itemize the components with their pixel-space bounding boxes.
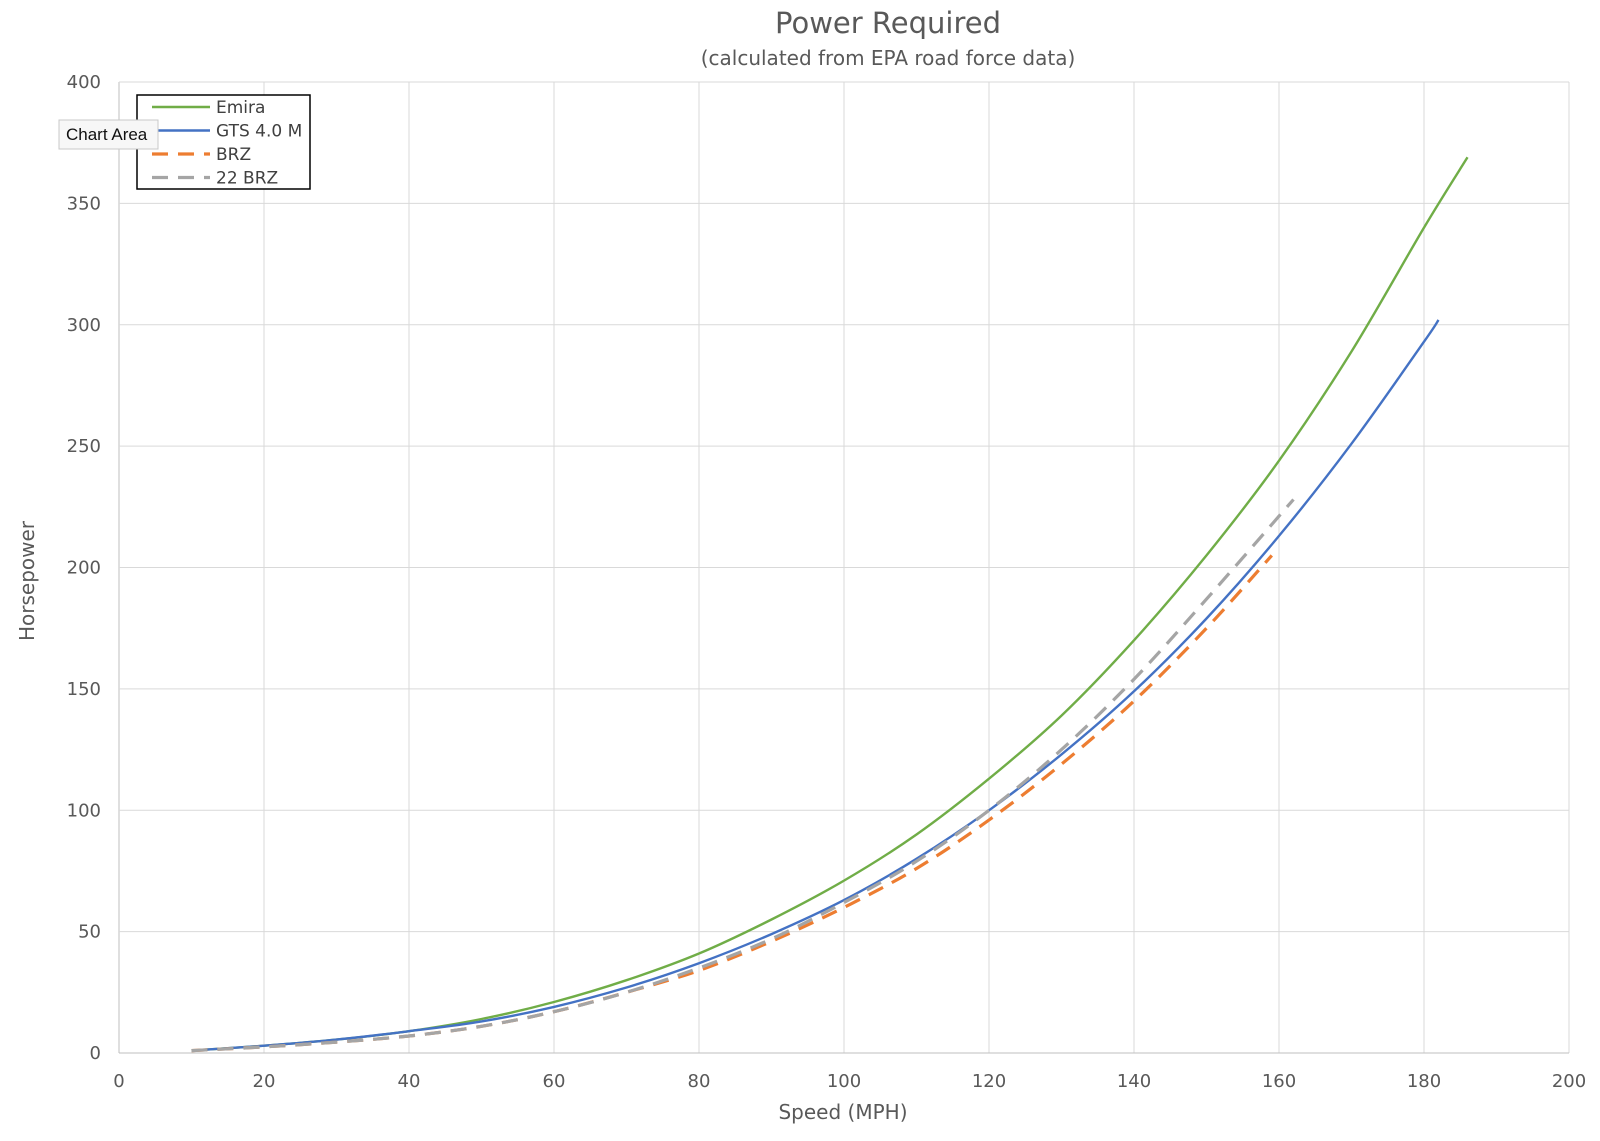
tooltip-label: Chart Area [66, 125, 148, 144]
y-tick-label: 350 [67, 193, 101, 214]
x-tick-label: 60 [543, 1071, 566, 1092]
series-line-22-brz[interactable] [191, 498, 1295, 1053]
y-tick-label: 400 [67, 72, 101, 93]
x-tick-label: 0 [113, 1071, 124, 1092]
y-tick-label: 200 [67, 558, 101, 579]
y-tick-label: 150 [67, 679, 101, 700]
tooltip-box [58, 119, 159, 150]
x-tick-label: 80 [688, 1071, 711, 1092]
chart-title: Power Required [775, 6, 1001, 40]
gridlines [118, 81, 1570, 1054]
y-tick-label: 300 [67, 315, 101, 336]
legend[interactable]: Emira GTS 4.0 M BRZ 22 BRZ [136, 94, 311, 190]
y-tick-label: 50 [78, 922, 101, 943]
x-tick-label: 160 [1262, 1071, 1296, 1092]
legend-label-brz: BRZ [216, 145, 251, 165]
y-tick-label: 100 [67, 800, 101, 821]
x-tick-label: 200 [1552, 1071, 1586, 1092]
legend-label-emira: Emira [216, 98, 265, 118]
x-tick-label: 140 [1117, 1071, 1151, 1092]
legend-label-gts-4-0-m: GTS 4.0 M [216, 122, 302, 142]
y-tick-label: 0 [90, 1043, 101, 1064]
chart-area-tooltip: Chart Area [58, 119, 159, 150]
x-tick-label: 40 [398, 1071, 421, 1092]
series-line-brz[interactable] [191, 554, 1273, 1053]
x-tick-label: 180 [1407, 1071, 1441, 1092]
series-lines [191, 156, 1469, 1053]
tick-labels: 0 20 40 60 80 100 120 140 160 180 200 0 50 100 150 200 2… [67, 72, 1587, 1092]
y-axis-title: Horsepower [15, 520, 39, 641]
series-line-gts-4-0-m[interactable] [191, 319, 1440, 1052]
x-axis-title: Speed (MPH) [778, 1100, 907, 1124]
chart-subtitle: (calculated from EPA road force data) [701, 46, 1076, 70]
series-line-emira[interactable] [191, 156, 1469, 1052]
x-tick-label: 20 [253, 1071, 276, 1092]
x-tick-label: 100 [827, 1071, 861, 1092]
x-tick-label: 120 [972, 1071, 1006, 1092]
y-tick-label: 250 [67, 436, 101, 457]
legend-label-22-brz: 22 BRZ [216, 169, 278, 189]
